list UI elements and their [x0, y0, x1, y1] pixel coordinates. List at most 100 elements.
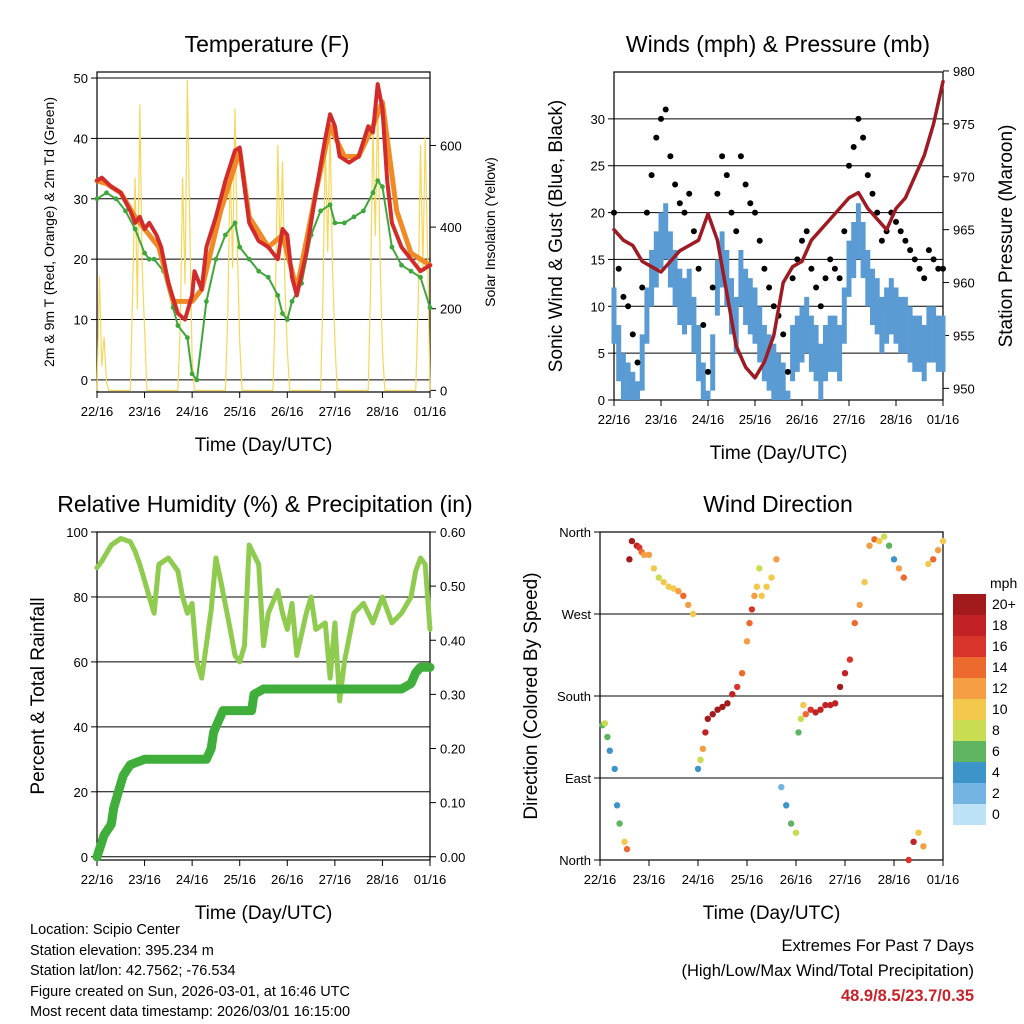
y-tick-label: North [559, 853, 591, 868]
gust-point [841, 228, 848, 235]
y-tick-label: 20 [74, 785, 88, 800]
gust-point [714, 190, 721, 197]
gust-point [747, 200, 754, 207]
direction-point [895, 565, 903, 572]
direction-point [885, 542, 893, 549]
plot-frame [96, 531, 431, 861]
x-tick-label: 27/16 [319, 872, 352, 887]
y-tick-label: 25 [591, 159, 605, 174]
dewpoint-point [189, 371, 195, 377]
gust-point [770, 303, 777, 310]
direction-point [778, 783, 785, 791]
y2-tick-label: 0.00 [440, 850, 465, 865]
dewpoint-point [280, 311, 285, 316]
gust-point [860, 134, 867, 141]
legend-label: 8 [992, 722, 1000, 738]
direction-point [650, 565, 658, 572]
gust-point [822, 275, 829, 282]
direction-point [611, 765, 618, 773]
direction-point [675, 588, 682, 595]
dewpoint-point [265, 274, 271, 280]
humidity-line [94, 536, 433, 704]
direction-point [604, 733, 611, 741]
x-tick-label: 28/16 [880, 412, 913, 427]
gust-point [643, 209, 650, 216]
extremes-value: 48.9/8.5/23.7/0.35 [840, 987, 974, 1005]
dewpoint-point [232, 220, 238, 226]
direction-point [939, 537, 947, 545]
legend-label: 10 [992, 701, 1008, 717]
y2-tick-label: 965 [953, 223, 975, 238]
direction-point [802, 711, 809, 718]
chart-title: Temperature (F) [185, 31, 350, 57]
y-tick-label: 20 [74, 252, 88, 267]
extremes-subtitle: (High/Low/Max Wind/Total Precipitation) [681, 962, 974, 980]
y2-tick-label: 0.40 [440, 633, 465, 648]
dewpoint-point [123, 208, 128, 214]
x-tick-label: 01/16 [414, 872, 447, 887]
dewpoint-point [113, 196, 119, 202]
dewpoint-point [380, 184, 385, 190]
direction-point [734, 683, 741, 691]
extremes-title: Extremes For Past 7 Days [781, 937, 974, 955]
dewpoint-point [427, 305, 433, 310]
gust-point [930, 256, 937, 263]
direction-point [702, 729, 709, 736]
y2-tick-label: 960 [953, 276, 975, 291]
x-tick-label: 24/16 [692, 412, 725, 427]
direction-point [836, 683, 844, 691]
y2-tick-label: 950 [953, 381, 975, 396]
gust-point [629, 331, 636, 338]
legend-swatch [953, 594, 986, 615]
gust-point [902, 237, 909, 244]
dewpoint-point [370, 190, 376, 196]
y-tick-label: 0 [598, 393, 605, 408]
legend-swatch [953, 741, 986, 762]
legend-label: 18 [992, 617, 1008, 633]
location-text: Location: Scipio Center [30, 922, 180, 938]
direction-point [665, 583, 672, 590]
x-tick-label: 22/16 [81, 404, 114, 419]
gust-point [874, 209, 881, 216]
gust-point [855, 115, 862, 122]
direction-point [719, 703, 726, 711]
x-tick-label: 25/16 [739, 412, 772, 427]
gust-point [907, 247, 914, 254]
gust-point [639, 284, 646, 291]
y2-tick-label: 955 [953, 328, 975, 343]
chart-title: Wind Direction [703, 491, 853, 517]
direction-point [797, 715, 805, 722]
dewpoint-point [332, 220, 338, 226]
direction-point [709, 711, 716, 718]
gust-point [836, 275, 843, 282]
elevation-text: Station elevation: 395.234 m [30, 942, 214, 959]
x-tick-label: 23/16 [645, 412, 678, 427]
direction-point [756, 565, 763, 572]
y2-tick-label: 970 [953, 170, 975, 185]
direction-point [729, 691, 736, 698]
dewpoint-point [342, 220, 347, 226]
legend-swatch [953, 783, 986, 804]
direction-point [645, 551, 653, 558]
legend-label: 4 [992, 764, 1000, 780]
gust-point [921, 275, 928, 282]
x-tick-label: 26/16 [786, 412, 819, 427]
direction-point [606, 747, 613, 754]
x-tick-label: 28/16 [366, 404, 399, 419]
direction-point [714, 706, 721, 713]
y-tick-label: East [565, 771, 591, 786]
direction-point [817, 706, 824, 713]
dewpoint-point [104, 190, 109, 196]
legend-label: 16 [992, 638, 1008, 654]
gust-point [658, 115, 664, 122]
direction-point [773, 556, 780, 563]
y-tick-label: 15 [591, 252, 605, 267]
y-tick-label: 10 [74, 313, 88, 328]
legend-swatch [953, 762, 986, 783]
dewpoint-point [246, 256, 252, 262]
y2-tick-label: 980 [953, 64, 975, 79]
y-tick-label: 5 [598, 346, 605, 361]
y2-tick-label: 0.20 [440, 742, 465, 757]
gust-point [756, 237, 763, 244]
plot-frame [96, 71, 431, 393]
